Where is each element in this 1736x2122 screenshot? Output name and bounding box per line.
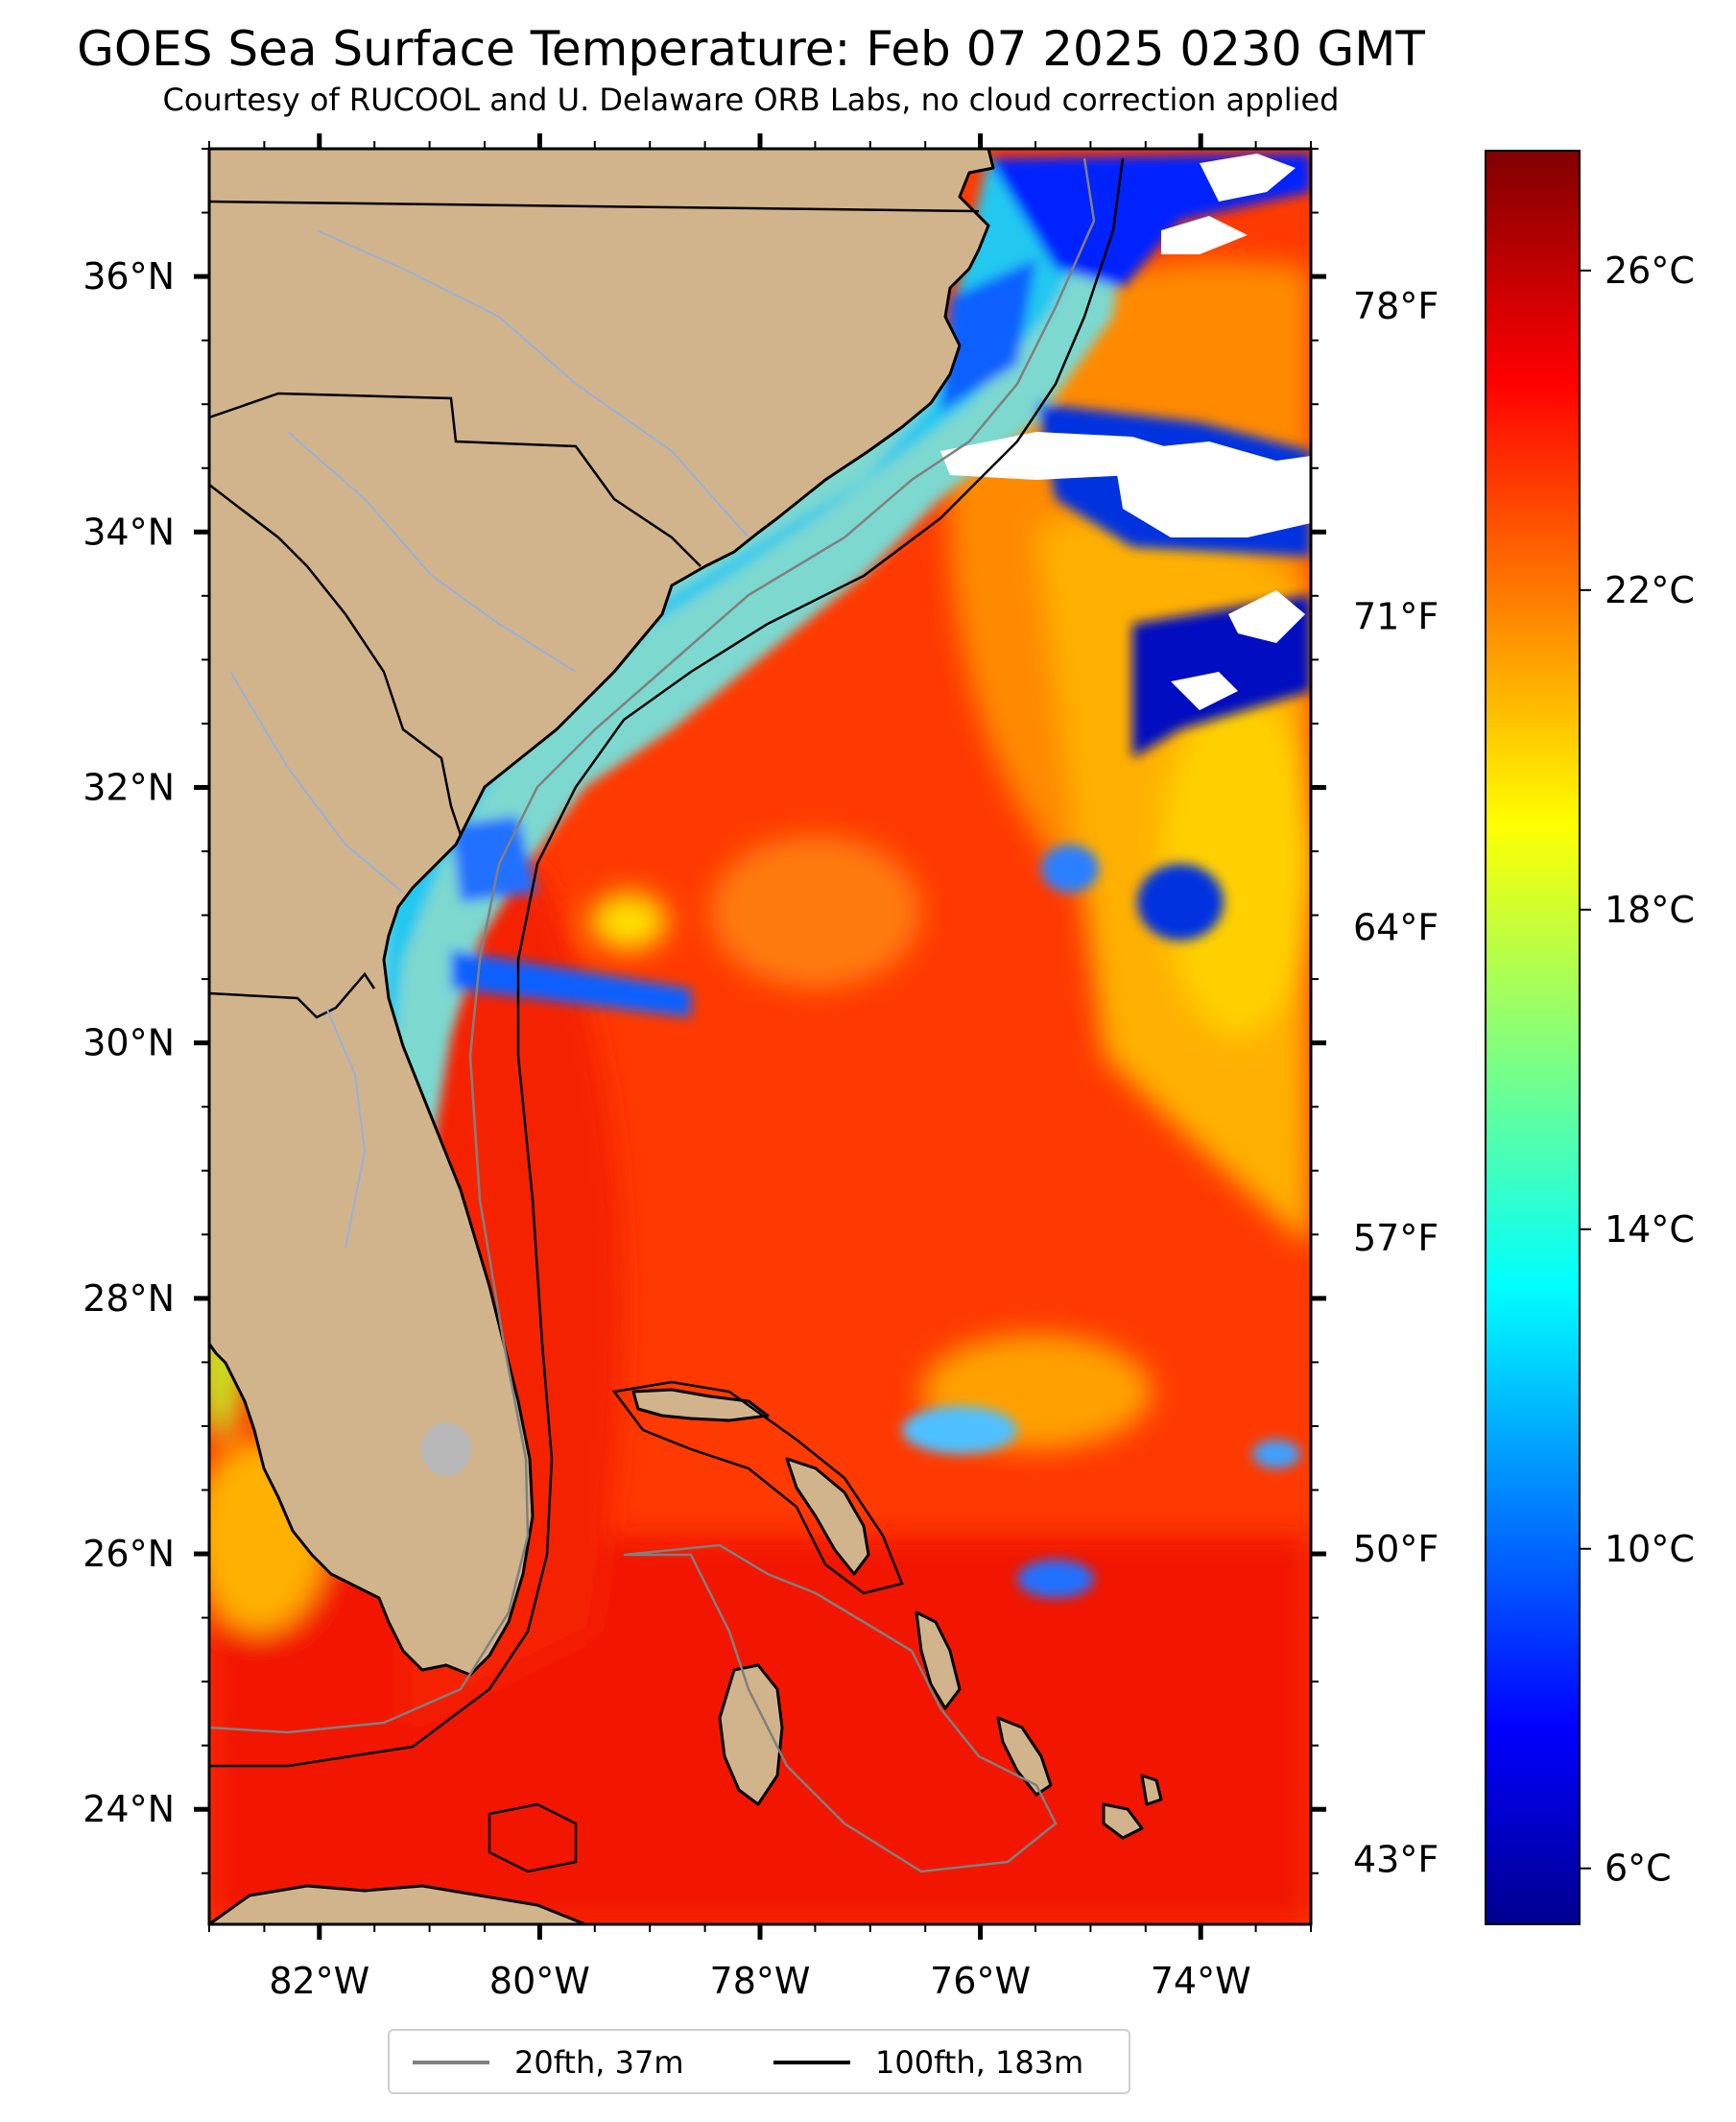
lat-tick-label: 34°N [83, 511, 175, 553]
colorbar-tick-label: 14°C [1605, 1208, 1695, 1251]
colorbar-tick-label: 22°C [1605, 569, 1695, 611]
legend-item-100fth: 100fth, 183m [773, 2040, 1083, 2085]
map-title: GOES Sea Surface Temperature: Feb 07 202… [77, 21, 1425, 77]
legend-line-20fth [413, 2061, 489, 2064]
lat-tick-label: 30°N [83, 1022, 175, 1064]
lon-tick-label: 80°W [489, 1960, 590, 2002]
fahrenheit-tick-label: 43°F [1353, 1838, 1439, 1880]
lon-tick-label: 76°W [930, 1960, 1031, 2002]
legend-line-100fth [773, 2061, 850, 2064]
isobaths [209, 157, 1125, 1873]
isobath-legend: 20fth, 37m 100fth, 183m [388, 2029, 1130, 2094]
isobath-20fth [209, 157, 1096, 1734]
colorbar-tick-label: 6°C [1605, 1848, 1672, 1890]
lon-tick-label: 82°W [269, 1960, 369, 2002]
colorbar-tick-label: 26°C [1605, 250, 1695, 292]
lon-tick-label: 74°W [1151, 1960, 1251, 2002]
fahrenheit-tick-label: 64°F [1353, 906, 1439, 948]
map-axis-ticks: 82°W 80°W 78°W 76°W 74°W 36°N 34°N 32°N 30°N 28°N… [83, 133, 1439, 2002]
legend-label-20fth: 20fth, 37m [514, 2044, 684, 2081]
lat-tick-label: 24°N [83, 1788, 175, 1830]
fahrenheit-tick-label: 78°F [1353, 285, 1439, 327]
legend-label-100fth: 100fth, 183m [875, 2044, 1084, 2081]
colorbar-tick-label: 18°C [1605, 889, 1695, 931]
lat-tick-label: 36°N [83, 255, 175, 298]
isobath-100fth [209, 157, 1125, 1768]
lon-tick-label: 78°W [710, 1960, 811, 2002]
fahrenheit-tick-label: 57°F [1353, 1217, 1439, 1259]
fahrenheit-tick-label: 50°F [1353, 1528, 1439, 1570]
borders [209, 200, 980, 1476]
fahrenheit-tick-label: 71°F [1353, 596, 1439, 638]
colorbar: 26°C 22°C 18°C 14°C 10°C 6°C [1485, 150, 1695, 1925]
lat-tick-label: 26°N [83, 1533, 175, 1575]
legend-item-20fth: 20fth, 37m [413, 2040, 683, 2085]
land [209, 149, 1163, 1924]
lat-tick-label: 28°N [83, 1277, 175, 1320]
map-subtitle: Courtesy of RUCOOL and U. Delaware ORB L… [162, 82, 1340, 118]
lat-tick-label: 32°N [83, 766, 175, 808]
colorbar-tick-label: 10°C [1605, 1528, 1695, 1570]
